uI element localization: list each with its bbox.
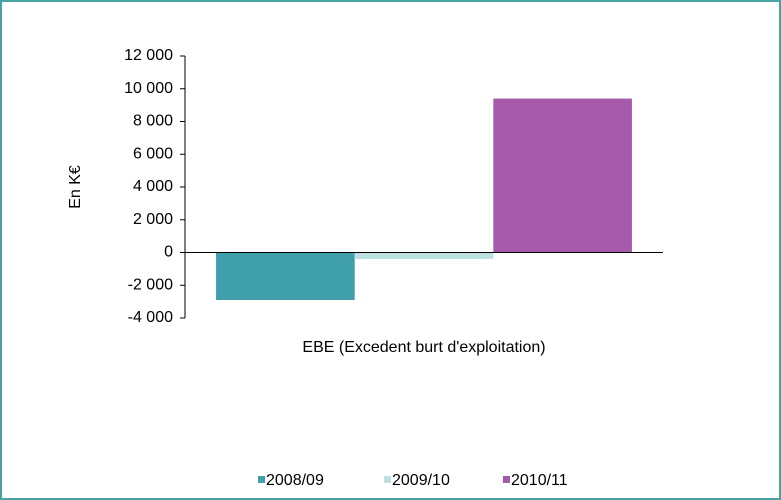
legend-swatch <box>258 476 265 483</box>
bar <box>216 252 355 300</box>
y-tick-label: -2 000 <box>128 276 173 293</box>
y-tick-label: 6 000 <box>133 145 173 162</box>
bar <box>354 252 494 260</box>
bar <box>493 98 632 253</box>
legend-label: 2008/09 <box>266 472 324 489</box>
y-axis-label: En K€ <box>67 165 84 209</box>
legend-label: 2010/11 <box>511 472 568 489</box>
legend-swatch <box>503 476 510 483</box>
y-tick-label: 2 000 <box>133 211 173 228</box>
legend-swatch <box>384 476 391 483</box>
y-tick-label: 4 000 <box>133 178 173 195</box>
x-tick-label: EBE (Excedent burt d'exploitation) <box>302 339 545 356</box>
y-tick-label: 0 <box>164 244 173 261</box>
y-tick-label: 10 000 <box>124 80 173 97</box>
y-tick-label: 12 000 <box>124 47 173 64</box>
y-tick-label: -4 000 <box>128 309 173 326</box>
legend-label: 2009/10 <box>392 472 450 489</box>
y-tick-label: 8 000 <box>133 113 173 130</box>
